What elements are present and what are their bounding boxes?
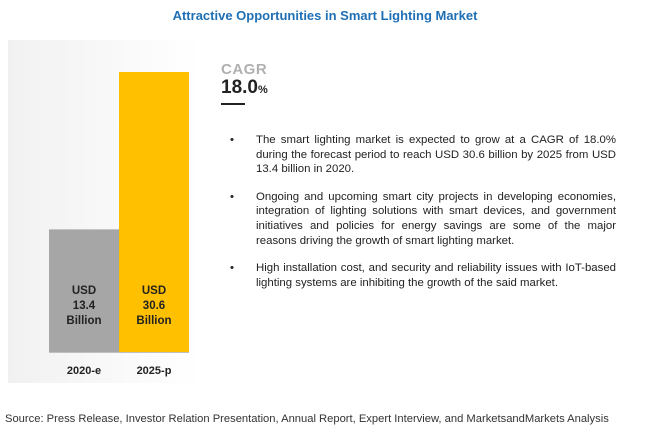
key-point: High installation cost, and security and…: [230, 261, 616, 290]
key-point: Ongoing and upcoming smart city projects…: [230, 190, 616, 248]
bar-value-label: 13.4: [73, 300, 96, 312]
bar-2025-p: [119, 72, 189, 352]
source-note: Source: Press Release, Investor Relation…: [5, 413, 609, 425]
bar-value-label: Billion: [66, 315, 101, 327]
cagr-unit: %: [257, 84, 268, 96]
bar-value-label: 30.6: [143, 300, 165, 312]
key-points-list: The smart lighting market is expected to…: [230, 133, 616, 303]
key-point: The smart lighting market is expected to…: [230, 133, 616, 177]
chart-title: Attractive Opportunities in Smart Lighti…: [172, 8, 478, 23]
bar-value-label: USD: [72, 285, 96, 297]
category-label: 2025-p: [137, 365, 172, 377]
cagr-label: CAGR: [221, 61, 268, 78]
cagr-number: 18.0: [221, 77, 258, 98]
cagr-value: 18.0%: [221, 77, 268, 99]
cagr-underline: [221, 103, 245, 105]
bar-value-label: USD: [142, 285, 166, 297]
bar-value-label: Billion: [136, 315, 171, 327]
category-label: 2020-e: [67, 365, 101, 377]
bar-2020-e: [49, 229, 119, 352]
